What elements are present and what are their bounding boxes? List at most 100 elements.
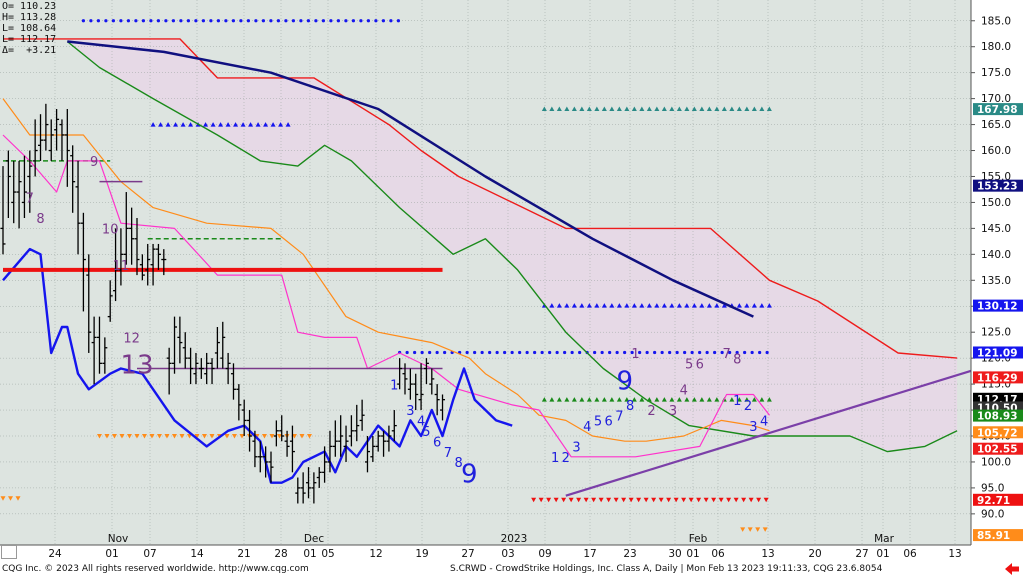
price-tag-label: 102.55 — [977, 444, 1018, 456]
y-tick-label: 165.0 — [981, 119, 1011, 131]
level-triangle — [601, 106, 607, 111]
x-tick-label: 28 — [274, 548, 287, 560]
price-bar — [273, 420, 279, 447]
level-triangle — [586, 397, 592, 402]
level-dot — [743, 350, 747, 355]
level-triangle — [699, 303, 705, 308]
level-dot — [668, 350, 672, 355]
price-bar — [161, 249, 167, 276]
price-bar — [268, 451, 274, 483]
level-triangle — [691, 397, 697, 402]
month-label: Nov — [108, 533, 129, 545]
level-triangle — [766, 397, 772, 402]
price-bar — [306, 467, 312, 499]
y-tick-label: 90.0 — [981, 508, 1004, 520]
scroll-box-icon[interactable] — [1, 545, 17, 559]
level-triangle-down — [591, 497, 597, 503]
price-bar — [102, 337, 108, 374]
level-triangle-down — [261, 434, 267, 439]
level-dot — [728, 350, 732, 355]
level-dot — [428, 350, 432, 355]
y-tick-label: 160.0 — [981, 145, 1011, 157]
level-dot — [413, 350, 417, 355]
price-tag-label: 167.98 — [977, 104, 1018, 116]
level-triangle — [150, 122, 156, 127]
price-bar — [418, 363, 424, 411]
level-triangle-down — [231, 434, 237, 439]
price-bar — [289, 425, 295, 473]
level-triangle-down — [224, 434, 230, 439]
sequence-count-label: 6 — [696, 358, 704, 373]
level-dot — [533, 350, 537, 355]
price-bar — [118, 228, 124, 286]
price-tag — [973, 179, 1023, 192]
y-tick-label: 145.0 — [981, 223, 1011, 235]
price-bar — [247, 410, 253, 452]
x-tick-label: 13 — [761, 548, 774, 560]
level-dot — [104, 19, 108, 23]
x-tick-label: 19 — [415, 548, 428, 560]
price-bar — [172, 316, 178, 374]
level-triangle — [165, 122, 171, 127]
price-bar — [220, 321, 226, 369]
x-tick-label: 05 — [321, 548, 334, 560]
x-tick-label: 20 — [808, 548, 821, 560]
level-dot — [630, 350, 634, 355]
level-dot — [209, 19, 213, 23]
price-bar — [145, 243, 151, 286]
level-dot — [758, 350, 762, 355]
level-triangle — [609, 397, 615, 402]
level-dot — [518, 350, 522, 355]
level-dot — [284, 19, 288, 23]
level-triangle-down — [201, 434, 207, 439]
level-dot — [713, 350, 717, 355]
price-tag-label: 153.23 — [977, 181, 1018, 193]
level-triangle-down — [628, 497, 634, 503]
level-dot — [314, 19, 318, 23]
level-triangle-down — [666, 497, 672, 503]
level-dot — [276, 19, 280, 23]
level-triangle-down — [179, 434, 185, 439]
price-bar — [230, 363, 236, 400]
level-triangle-down — [141, 434, 147, 439]
month-label: Mar — [874, 533, 894, 545]
price-bar — [391, 410, 397, 442]
level-dot — [488, 350, 492, 355]
level-dot — [570, 350, 574, 355]
level-triangle — [218, 122, 224, 127]
level-triangle — [579, 303, 585, 308]
price-bar — [129, 207, 135, 265]
level-triangle — [571, 397, 577, 402]
level-triangle-down — [134, 434, 140, 439]
footer-copyright: CQG Inc. © 2023 All rights reserved worl… — [2, 564, 309, 574]
price-tag-label: 116.29 — [977, 372, 1018, 384]
x-tick-label: 27 — [855, 548, 868, 560]
level-dot — [525, 350, 529, 355]
senkou-b-line — [66, 40, 958, 453]
red-left-arrow-icon[interactable] — [1004, 563, 1020, 575]
sequence-count-label: 3 — [749, 420, 757, 435]
y-tick-label: 175.0 — [981, 67, 1011, 79]
price-bar — [75, 160, 81, 255]
y-tick-label: 125.0 — [981, 327, 1011, 339]
level-triangle — [601, 397, 607, 402]
level-triangle-down — [733, 497, 739, 503]
sequence-count-label: 2 — [647, 404, 655, 419]
price-bar — [155, 243, 161, 270]
level-triangle — [736, 397, 742, 402]
level-triangle — [744, 397, 750, 402]
level-triangle — [744, 303, 750, 308]
price-bar — [123, 192, 129, 265]
price-bar — [134, 218, 140, 276]
price-bar — [139, 254, 145, 281]
level-triangle — [624, 303, 630, 308]
level-triangle — [586, 303, 592, 308]
sequence-count-label: 12 — [123, 332, 140, 347]
sequence-count-label: 7 — [444, 446, 452, 461]
orange-line — [2, 98, 770, 442]
sequence-count-label: 3 — [669, 404, 677, 419]
price-tag — [973, 299, 1023, 312]
level-dot — [389, 19, 393, 23]
level-dot — [119, 19, 123, 23]
